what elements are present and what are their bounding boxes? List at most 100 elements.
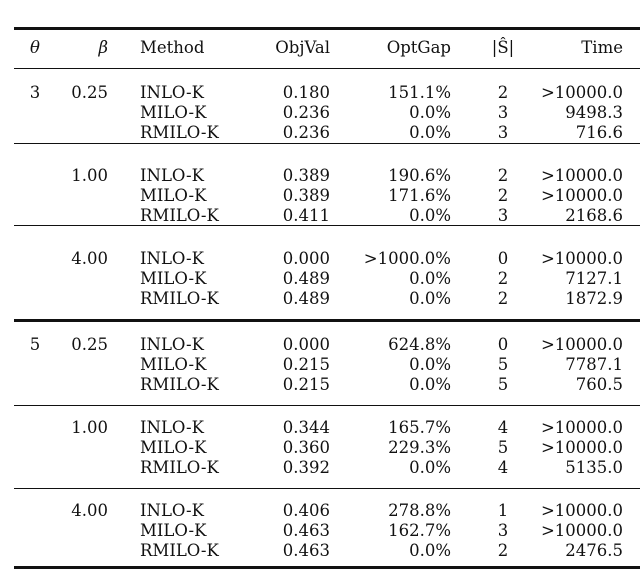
objval-cell: 0.489 — [282, 269, 330, 288]
time-cell: >10000.0 — [540, 438, 623, 457]
beta-value: 4.00 — [71, 501, 108, 520]
method-cell: INLO-K — [140, 501, 204, 520]
method-cell: RMILO-K — [140, 123, 219, 142]
header-rule — [14, 68, 640, 69]
method-cell: MILO-K — [140, 521, 207, 540]
bottom-rule — [14, 566, 640, 569]
s-cell: 5 — [497, 355, 509, 374]
beta-value: 0.25 — [71, 83, 108, 102]
method-cell: MILO-K — [140, 269, 207, 288]
optgap-cell: 162.7% — [388, 521, 451, 540]
beta-value: 4.00 — [71, 249, 108, 268]
time-cell: >10000.0 — [540, 335, 623, 354]
time-cell: 716.6 — [575, 123, 623, 142]
objval-cell: 0.392 — [282, 458, 330, 477]
optgap-cell: 624.8% — [388, 335, 451, 354]
time-cell: 2168.6 — [565, 206, 623, 225]
method-cell: RMILO-K — [140, 541, 219, 560]
optgap-cell: >1000.0% — [363, 249, 451, 268]
time-cell: 1872.9 — [565, 289, 623, 308]
objval-cell: 0.389 — [282, 186, 330, 205]
s-cell: 4 — [497, 458, 509, 477]
optgap-cell: 151.1% — [388, 83, 451, 102]
method-cell: INLO-K — [140, 83, 204, 102]
objval-cell: 0.215 — [282, 375, 330, 394]
optgap-cell: 0.0% — [409, 375, 451, 394]
time-cell: >10000.0 — [540, 186, 623, 205]
objval-cell: 0.411 — [282, 206, 330, 225]
objval-cell: 0.389 — [282, 166, 330, 185]
objval-cell: 0.344 — [282, 418, 330, 437]
method-cell: MILO-K — [140, 355, 207, 374]
group-separator — [14, 225, 640, 226]
s-cell: 3 — [497, 123, 509, 142]
optgap-cell: 190.6% — [388, 166, 451, 185]
objval-cell: 0.406 — [282, 501, 330, 520]
objval-cell: 0.236 — [282, 123, 330, 142]
s-cell: 3 — [497, 103, 509, 122]
s-cell: 3 — [497, 206, 509, 225]
optgap-cell: 0.0% — [409, 103, 451, 122]
method-cell: INLO-K — [140, 166, 204, 185]
objval-cell: 0.000 — [282, 335, 330, 354]
time-cell: >10000.0 — [540, 501, 623, 520]
s-cell: 0 — [497, 335, 509, 354]
objval-cell: 0.180 — [282, 83, 330, 102]
optgap-cell: 171.6% — [388, 186, 451, 205]
beta-value: 1.00 — [71, 418, 108, 437]
theta-value: 5 — [29, 335, 41, 354]
theta-value: 3 — [29, 83, 41, 102]
s-cell: 0 — [497, 249, 509, 268]
header-objval: ObjVal — [275, 38, 330, 57]
time-cell: >10000.0 — [540, 83, 623, 102]
time-cell: >10000.0 — [540, 521, 623, 540]
group-separator — [14, 143, 640, 144]
optgap-cell: 0.0% — [409, 289, 451, 308]
beta-value: 1.00 — [71, 166, 108, 185]
optgap-cell: 229.3% — [388, 438, 451, 457]
time-cell: 760.5 — [575, 375, 623, 394]
time-cell: >10000.0 — [540, 418, 623, 437]
optgap-cell: 165.7% — [388, 418, 451, 437]
optgap-cell: 0.0% — [409, 541, 451, 560]
s-cell: 2 — [497, 166, 509, 185]
method-cell: MILO-K — [140, 103, 207, 122]
objval-cell: 0.360 — [282, 438, 330, 457]
optgap-cell: 0.0% — [409, 355, 451, 374]
method-cell: RMILO-K — [140, 206, 219, 225]
group-separator — [14, 319, 640, 322]
method-cell: MILO-K — [140, 438, 207, 457]
s-cell: 2 — [497, 83, 509, 102]
method-cell: INLO-K — [140, 418, 204, 437]
objval-cell: 0.463 — [282, 521, 330, 540]
method-cell: RMILO-K — [140, 375, 219, 394]
top-rule — [14, 27, 640, 30]
header-support-size: |Ŝ| — [491, 38, 515, 57]
s-cell: 5 — [497, 375, 509, 394]
header-time: Time — [581, 38, 623, 57]
s-cell: 3 — [497, 521, 509, 540]
objval-cell: 0.215 — [282, 355, 330, 374]
s-cell: 2 — [497, 541, 509, 560]
s-cell: 2 — [497, 186, 509, 205]
header-method: Method — [140, 38, 205, 57]
s-cell: 1 — [497, 501, 509, 520]
group-separator — [14, 488, 640, 489]
beta-value: 0.25 — [71, 335, 108, 354]
optgap-cell: 278.8% — [388, 501, 451, 520]
time-cell: 9498.3 — [565, 103, 623, 122]
group-separator — [14, 405, 640, 406]
header-optgap: OptGap — [386, 38, 451, 57]
objval-cell: 0.489 — [282, 289, 330, 308]
method-cell: RMILO-K — [140, 458, 219, 477]
method-cell: INLO-K — [140, 335, 204, 354]
s-cell: 5 — [497, 438, 509, 457]
method-cell: INLO-K — [140, 249, 204, 268]
optgap-cell: 0.0% — [409, 458, 451, 477]
optgap-cell: 0.0% — [409, 269, 451, 288]
optgap-cell: 0.0% — [409, 123, 451, 142]
time-cell: 7787.1 — [565, 355, 623, 374]
optgap-cell: 0.0% — [409, 206, 451, 225]
s-cell: 4 — [497, 418, 509, 437]
method-cell: RMILO-K — [140, 289, 219, 308]
